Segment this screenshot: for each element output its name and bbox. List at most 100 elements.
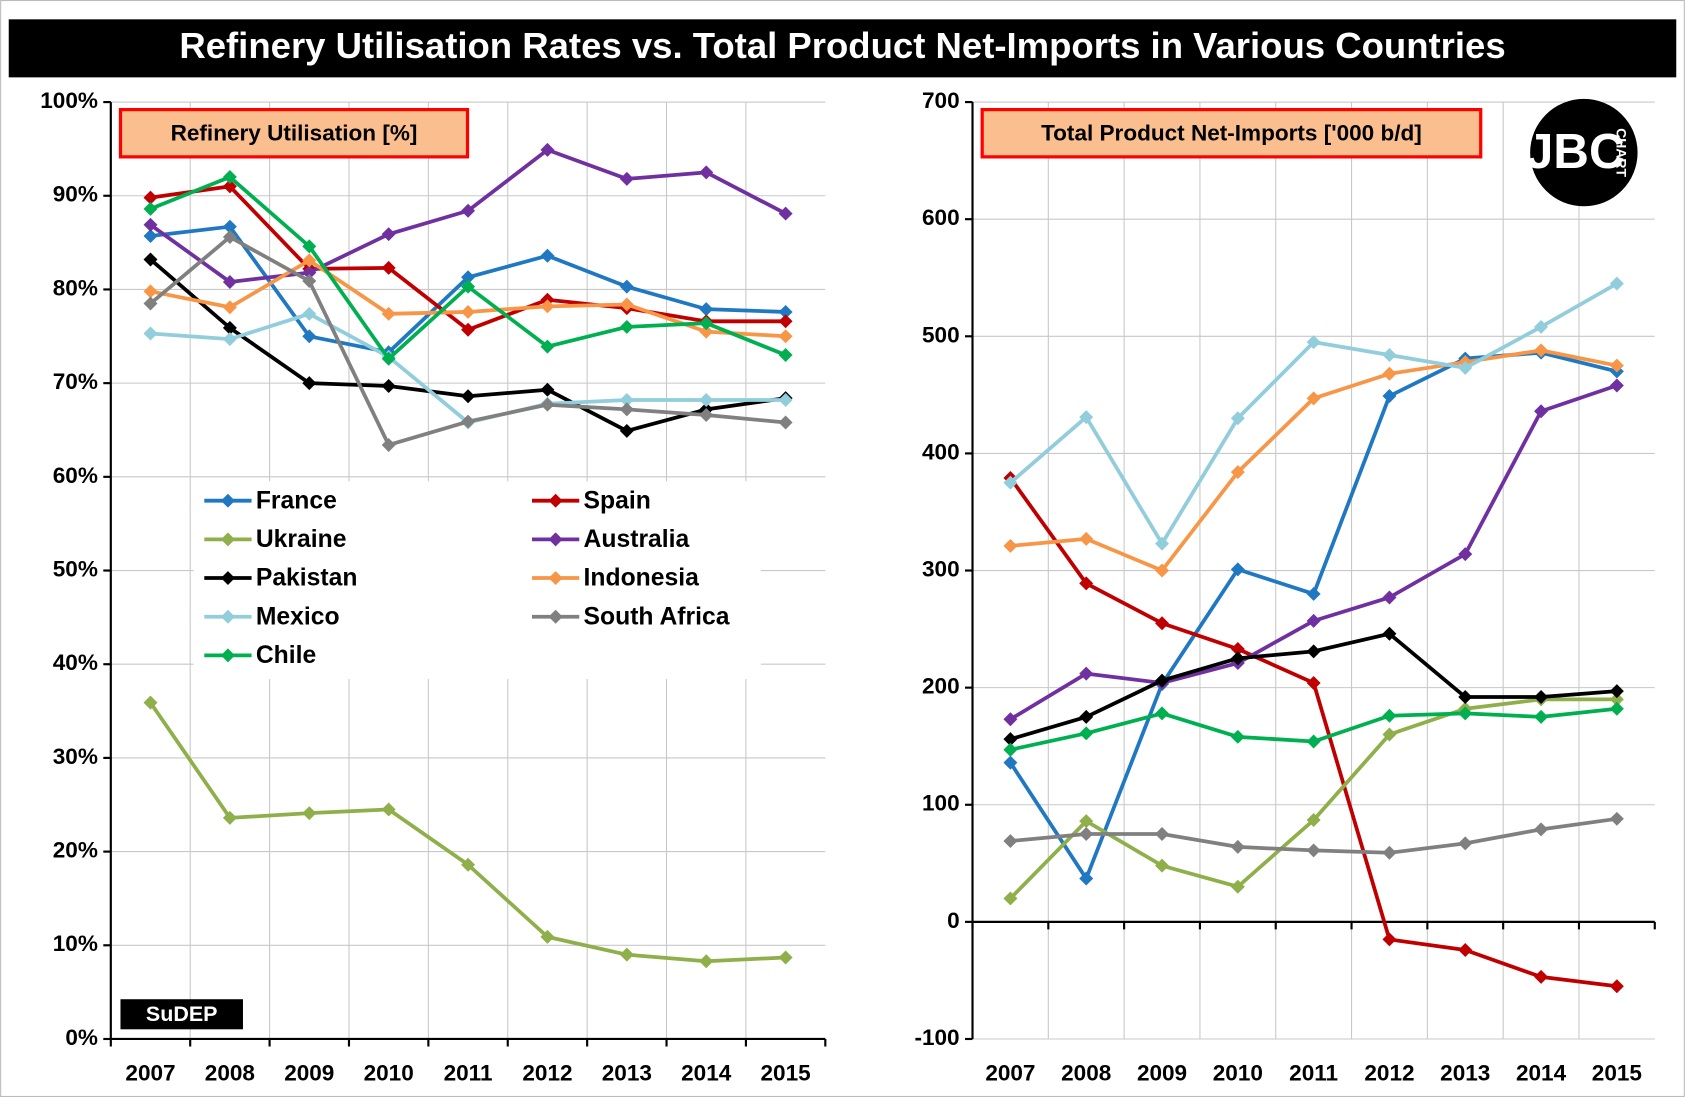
data-point xyxy=(1079,666,1094,681)
data-point xyxy=(1003,538,1018,553)
data-point xyxy=(1382,845,1397,860)
legend-marker xyxy=(548,532,563,547)
data-point xyxy=(1079,726,1094,741)
data-point xyxy=(1609,358,1624,373)
data-point xyxy=(619,393,634,407)
legend-label: Australia xyxy=(584,526,690,553)
x-tick-label: 2013 xyxy=(602,1060,652,1085)
x-tick-label: 2007 xyxy=(125,1060,175,1085)
data-point xyxy=(143,190,158,205)
y-tick-label: 300 xyxy=(922,556,960,581)
data-point xyxy=(1306,586,1321,601)
data-point xyxy=(1382,590,1397,605)
data-point xyxy=(699,324,714,339)
data-point xyxy=(1534,690,1549,704)
y-tick-label: 400 xyxy=(922,439,960,464)
data-point xyxy=(222,219,237,234)
legend-box xyxy=(193,481,761,680)
data-point xyxy=(1230,411,1245,426)
chart-title-box xyxy=(118,107,470,159)
legend-label: Spain xyxy=(584,487,651,514)
data-point xyxy=(1003,834,1018,849)
data-point xyxy=(1230,729,1245,744)
data-point xyxy=(1155,563,1170,578)
data-point xyxy=(1306,734,1321,749)
data-point xyxy=(222,274,237,289)
y-tick-label: 50% xyxy=(53,556,98,581)
legend-marker xyxy=(548,493,563,508)
y-tick-label: 0% xyxy=(65,1025,98,1050)
data-point xyxy=(778,393,793,407)
data-point xyxy=(1155,858,1170,873)
data-point xyxy=(1534,709,1549,724)
data-point xyxy=(1155,827,1170,842)
data-point xyxy=(1155,673,1170,688)
data-point xyxy=(540,248,555,263)
data-point xyxy=(1609,684,1624,699)
y-tick-label: -100 xyxy=(914,1025,959,1050)
data-point xyxy=(461,203,476,218)
x-tick-label: 2008 xyxy=(205,1060,255,1085)
data-point xyxy=(619,319,634,334)
data-point xyxy=(778,950,793,965)
y-tick-label: 40% xyxy=(53,650,98,675)
y-tick-label: 0 xyxy=(947,908,960,933)
x-tick-label: 2009 xyxy=(284,1060,334,1085)
data-point xyxy=(1534,343,1549,358)
data-point xyxy=(1534,404,1549,419)
data-point xyxy=(1003,755,1018,770)
y-tick-label: 100 xyxy=(922,791,960,816)
y-tick-label: 200 xyxy=(922,674,960,699)
data-point xyxy=(699,954,714,969)
x-tick-label: 2011 xyxy=(1289,1060,1338,1085)
data-point xyxy=(461,304,476,319)
plots: 0% 10% 20% 30% 40% 50% 60% 70% 80% 90% 100% 2007 200… xyxy=(40,88,1656,1085)
data-point xyxy=(1003,712,1018,727)
y-tick-label: 700 xyxy=(922,88,960,113)
data-point xyxy=(143,252,158,267)
data-point xyxy=(461,389,476,404)
page-title: Refinery Utilisation Rates vs. Total Pro… xyxy=(179,25,1505,66)
data-point xyxy=(1609,692,1624,707)
data-point xyxy=(1458,547,1473,562)
data-point xyxy=(1458,706,1473,721)
data-point xyxy=(699,165,714,180)
data-point xyxy=(619,947,634,962)
y-tick-label: 500 xyxy=(922,322,960,347)
data-point xyxy=(1458,690,1473,704)
data-point xyxy=(1382,348,1397,363)
data-point xyxy=(1534,319,1549,334)
legend-label: France xyxy=(256,487,337,514)
data-point xyxy=(1609,811,1624,826)
data-point xyxy=(540,142,555,157)
data-point xyxy=(1230,642,1245,656)
title-bar xyxy=(8,19,1677,78)
x-tick-label: 2015 xyxy=(761,1060,811,1085)
data-point xyxy=(540,382,555,397)
data-point xyxy=(1534,969,1549,984)
data-point xyxy=(1079,576,1094,591)
data-point xyxy=(1382,626,1397,641)
x-tick-label: 2014 xyxy=(681,1060,732,1085)
data-point xyxy=(222,300,237,315)
data-point xyxy=(1003,742,1018,757)
data-point xyxy=(778,415,793,430)
bc-logo xyxy=(1530,98,1638,207)
data-point xyxy=(1079,814,1094,829)
data-point xyxy=(1382,708,1397,723)
data-point xyxy=(699,302,714,317)
x-tick-label: 2014 xyxy=(1516,1060,1567,1085)
data-point xyxy=(1609,979,1624,994)
data-point xyxy=(1155,536,1170,551)
data-point xyxy=(778,304,793,319)
x-tick-label: 2007 xyxy=(985,1060,1035,1085)
data-point xyxy=(461,270,476,285)
data-point xyxy=(461,857,476,872)
data-point xyxy=(540,339,555,354)
data-point xyxy=(1003,475,1018,490)
data-point xyxy=(540,929,555,944)
data-point xyxy=(540,299,555,314)
y-tick-label: 30% xyxy=(53,744,98,769)
